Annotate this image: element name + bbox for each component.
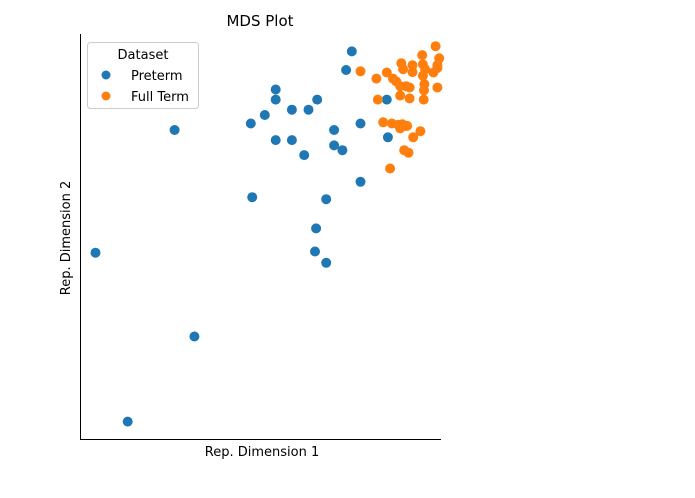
preterm-point-14 (382, 132, 393, 143)
full-term-point-27 (430, 41, 441, 52)
legend-label-full-term: Full Term (131, 90, 189, 105)
preterm-point-16 (286, 135, 297, 146)
preterm-point-26 (90, 247, 101, 258)
preterm-point-10 (245, 118, 256, 129)
preterm-point-28 (122, 416, 133, 427)
full-term-point-28 (434, 53, 445, 64)
preterm-point-23 (311, 223, 322, 234)
full-term-point-3 (407, 60, 418, 71)
full-term-point-10 (428, 67, 439, 78)
full-term-point-11 (381, 67, 392, 78)
preterm-point-11 (355, 118, 366, 129)
preterm-point-7 (286, 104, 297, 115)
full-term-point-37 (408, 132, 419, 143)
preterm-point-12 (169, 125, 180, 135)
full-term-point-13 (355, 66, 366, 77)
preterm-point-27 (189, 331, 200, 342)
preterm-point-17 (329, 140, 340, 151)
preterm-point-18 (337, 145, 348, 156)
preterm-point-22 (321, 194, 332, 205)
full-term-point-35 (402, 120, 413, 131)
full-term-point-39 (399, 145, 410, 156)
legend: Dataset Preterm Full Term (87, 42, 199, 109)
preterm-point-24 (310, 246, 320, 257)
legend-title: Dataset (118, 48, 169, 63)
chart-title: MDS Plot (226, 12, 293, 30)
preterm-point-8 (303, 104, 314, 115)
preterm-point-21 (247, 192, 258, 203)
full-term-point-22 (395, 90, 406, 101)
preterm-point-6 (312, 94, 323, 105)
preterm-point-5 (270, 94, 281, 105)
full-term-point-36 (415, 126, 426, 137)
preterm-point-2 (341, 65, 352, 75)
preterm-point-9 (259, 110, 270, 120)
legend-label-preterm: Preterm (131, 69, 183, 84)
preterm-point-13 (329, 125, 340, 135)
full-term-point-7 (407, 67, 418, 78)
full-term-point-21 (419, 85, 429, 96)
legend-frame (87, 42, 199, 109)
full-term-point-9 (398, 64, 409, 75)
preterm-point-15 (270, 135, 281, 146)
full-term-point-23 (404, 93, 415, 104)
full-term-point-20 (404, 82, 415, 93)
full-term-point-24 (418, 94, 429, 105)
preterm-point-19 (299, 150, 310, 161)
full-term-point-25 (372, 94, 383, 105)
preterm-point-20 (355, 176, 366, 187)
preterm-point-25 (321, 257, 332, 268)
x-axis-label: Rep. Dimension 1 (205, 445, 319, 460)
preterm-point-3 (381, 94, 392, 105)
full-term-point-15 (371, 73, 382, 84)
full-term-point-1 (417, 50, 428, 61)
full-term-point-29 (378, 117, 389, 128)
preterm-point-1 (346, 46, 357, 57)
full-term-point-40 (385, 163, 396, 174)
full-term-point-26 (432, 82, 443, 93)
preterm-point-4 (270, 84, 281, 95)
data-points (90, 41, 445, 427)
legend-marker-preterm (101, 70, 111, 80)
full-term-point-12 (417, 70, 428, 81)
legend-marker-full-term (101, 91, 111, 101)
y-axis-label: Rep. Dimension 2 (59, 181, 74, 295)
